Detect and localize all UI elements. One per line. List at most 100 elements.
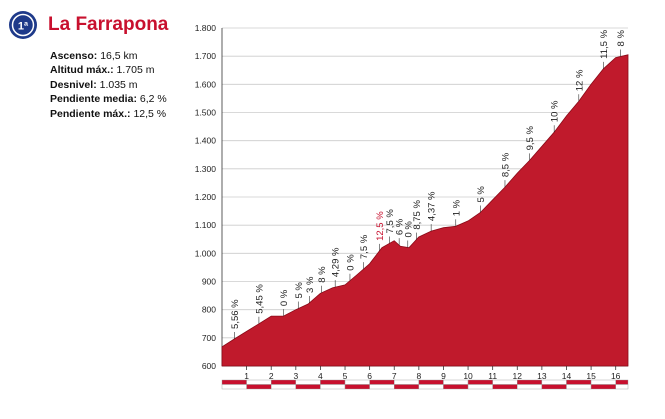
stat-value: 1.035 m <box>99 78 138 91</box>
x-tick-label: 6 <box>367 371 372 381</box>
y-tick-label: 900 <box>202 277 216 287</box>
y-tick-label: 800 <box>202 305 216 315</box>
stat-label: Pendiente máx.: <box>50 107 131 120</box>
km-band-segment <box>467 379 493 385</box>
km-band-segment <box>295 384 321 390</box>
gradient-label: 10 % <box>550 100 561 122</box>
km-band-segment <box>517 384 543 390</box>
category-badge-icon: 1ª <box>9 11 37 39</box>
gradient-label: 0 % <box>403 221 414 238</box>
km-band-segment <box>492 379 518 385</box>
gradient-label: 3 % <box>305 276 316 293</box>
km-band-segment <box>246 384 272 390</box>
km-band-segment <box>344 384 370 390</box>
km-band-segment <box>271 384 297 390</box>
gradient-label: 11,5 % <box>599 29 610 58</box>
badge-glyph: 1ª <box>18 21 29 33</box>
climb-stats: Ascenso: 16,5 km Altitud máx.: 1.705 m D… <box>50 49 167 121</box>
km-band-segment <box>467 384 493 390</box>
gradient-label: 5,56 % <box>230 299 241 329</box>
km-band-segment <box>320 384 346 390</box>
gradient-label: 12 % <box>574 69 585 91</box>
x-tick-label: 12 <box>513 371 523 381</box>
km-band-segment <box>271 379 297 385</box>
stat-max-gradient: Pendiente máx.: 12,5 % <box>50 107 167 121</box>
stat-value: 12,5 % <box>133 107 167 120</box>
km-band-segment <box>590 384 616 390</box>
x-tick-label: 2 <box>269 371 274 381</box>
climb-title: La Farrapona <box>48 14 169 35</box>
gradient-label: 4,29 % <box>331 247 342 277</box>
km-band-segment <box>566 384 592 390</box>
stat-max-altitude: Altitud máx.: 1.705 m <box>50 63 167 77</box>
y-tick-label: 1.100 <box>195 220 217 230</box>
km-band-segment <box>344 379 370 385</box>
stat-elevation-gain: Desnivel: 1.035 m <box>50 78 167 92</box>
y-tick-label: 1.300 <box>195 164 217 174</box>
y-tick-label: 1.800 <box>195 23 217 33</box>
gradient-label: 5,45 % <box>254 284 265 314</box>
gradient-label: 8 % <box>317 266 328 283</box>
gradient-label: 6 % <box>395 218 406 235</box>
gradient-label: 9,5 % <box>525 126 536 151</box>
km-band-segment <box>369 379 395 385</box>
x-tick-label: 13 <box>537 371 547 381</box>
gradient-label: 0 % <box>279 289 290 306</box>
y-tick-label: 1.400 <box>195 136 217 146</box>
gradient-label: 1 % <box>451 199 462 216</box>
y-tick-label: 600 <box>202 361 216 371</box>
y-tick-label: 1.200 <box>195 192 217 202</box>
km-band-segment <box>221 384 247 390</box>
x-tick-label: 9 <box>441 371 446 381</box>
km-band-segment <box>615 379 629 385</box>
x-tick-label: 4 <box>318 371 323 381</box>
gradient-label: 12,5 % <box>375 211 386 241</box>
stat-ascent: Ascenso: 16,5 km <box>50 49 167 63</box>
km-band-segment <box>492 384 518 390</box>
x-tick-label: 14 <box>562 371 572 381</box>
profile-area <box>221 54 629 367</box>
x-tick-label: 16 <box>611 371 621 381</box>
km-band-segment <box>320 379 346 385</box>
gradient-label: 8,75 % <box>412 200 423 230</box>
gradient-label: 7,5 % <box>359 234 370 259</box>
stat-label: Ascenso: <box>50 50 98 62</box>
y-tick-label: 1.000 <box>195 248 217 258</box>
km-band-segment <box>295 379 321 385</box>
km-band-segment <box>394 379 420 385</box>
stat-value: 6,2 % <box>139 93 167 106</box>
km-band-segment <box>541 379 567 385</box>
gradient-label: 4,37 % <box>427 191 438 221</box>
km-band-segment <box>517 379 543 385</box>
stat-label: Desnivel: <box>50 78 97 91</box>
km-band-segment <box>369 384 395 390</box>
gradient-label: 8 % <box>616 30 627 47</box>
gradient-label: 7,5 % <box>385 209 396 234</box>
stat-label: Pendiente media: <box>50 93 137 106</box>
km-band-segment <box>418 384 444 390</box>
km-band-segment <box>615 384 629 390</box>
km-band-segment <box>246 379 272 385</box>
km-band-segment <box>541 384 567 390</box>
km-band-segment <box>443 379 469 385</box>
y-tick-label: 700 <box>202 333 216 343</box>
x-tick-label: 7 <box>392 371 397 381</box>
gradient-label: 5 % <box>476 186 487 203</box>
x-tick-label: 8 <box>416 371 421 381</box>
km-band-segment <box>221 379 247 385</box>
stat-value: 1.705 m <box>116 64 155 77</box>
km-band-segment <box>566 379 592 385</box>
x-tick-label: 3 <box>293 371 298 381</box>
stat-label: Altitud máx.: <box>50 64 114 77</box>
km-band-segment <box>590 379 616 385</box>
gradient-label: 5 % <box>294 282 305 299</box>
x-tick-label: 5 <box>343 371 348 381</box>
km-band-segment <box>443 384 469 390</box>
y-tick-label: 1.600 <box>195 79 217 89</box>
x-tick-label: 15 <box>586 371 596 381</box>
stat-value: 16,5 km <box>100 50 138 62</box>
km-band-segment <box>418 379 444 385</box>
stat-avg-gradient: Pendiente media: 6,2 % <box>50 92 167 106</box>
x-tick-label: 10 <box>463 371 473 381</box>
gradient-label: 0 % <box>345 254 356 271</box>
